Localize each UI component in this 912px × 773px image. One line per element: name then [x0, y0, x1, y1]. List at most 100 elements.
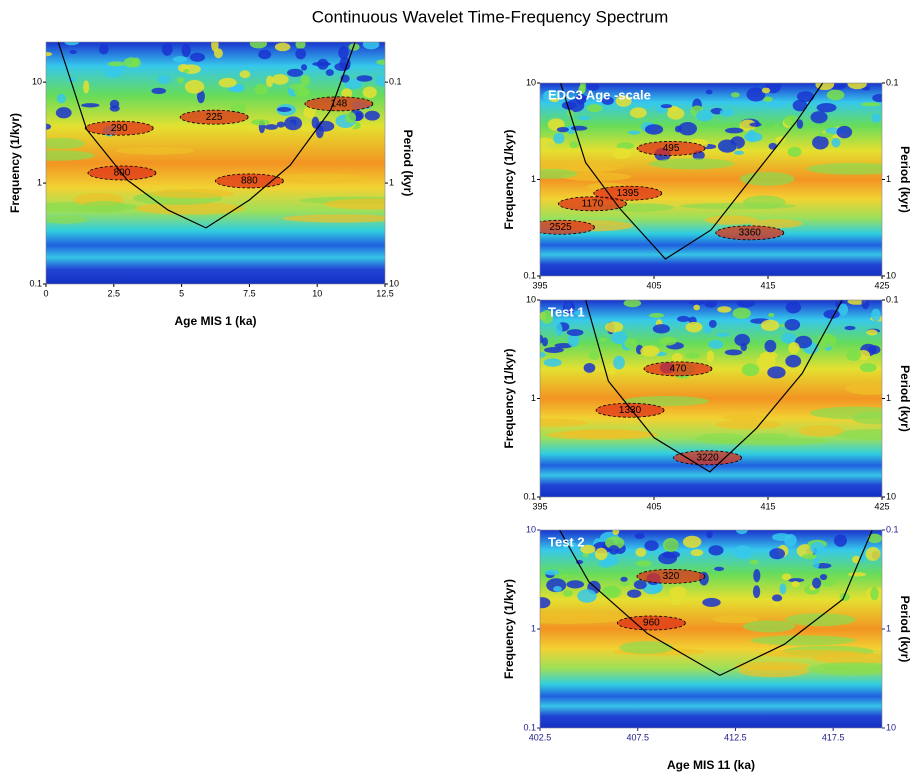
texture	[325, 69, 334, 77]
texture	[734, 333, 750, 347]
texture	[810, 541, 825, 555]
texture	[553, 586, 562, 592]
texture	[98, 43, 109, 55]
texture	[839, 592, 850, 602]
texture	[604, 536, 625, 550]
texture	[583, 362, 596, 373]
texture	[172, 56, 188, 63]
y-tick-label: 0.1	[523, 491, 536, 501]
texture	[594, 547, 608, 561]
panel: 495 1395 1170 2525 3360 395 405 415 425 0.1 1 10 10 1…	[502, 77, 912, 290]
texture	[376, 59, 385, 65]
texture	[667, 107, 685, 120]
texture	[46, 123, 52, 130]
texture	[836, 125, 853, 139]
x-axis-label: Age MIS 11 (ka)	[667, 758, 755, 772]
texture	[746, 87, 766, 102]
texture	[274, 42, 291, 52]
annotation: 3220	[696, 452, 719, 463]
panel-label: Test 2	[548, 534, 585, 549]
texture	[239, 70, 251, 79]
y-axis-label: Frequency (1/kyr)	[502, 129, 516, 229]
texture	[741, 363, 760, 377]
texture	[779, 583, 787, 595]
texture	[809, 406, 882, 420]
texture	[791, 581, 800, 588]
texture	[574, 310, 584, 316]
texture	[177, 77, 184, 84]
x-tick-label: 7.5	[243, 288, 256, 298]
y-tick-label: 10	[526, 77, 536, 87]
significance-contour	[616, 615, 686, 631]
texture	[543, 358, 562, 367]
spectrum	[540, 530, 882, 728]
texture	[812, 135, 829, 150]
texture	[289, 83, 306, 91]
texture	[781, 573, 792, 581]
texture	[356, 75, 373, 82]
texture	[736, 530, 748, 535]
texture	[619, 581, 630, 587]
texture	[544, 346, 564, 354]
texture	[680, 202, 796, 210]
texture	[282, 214, 385, 223]
texture	[792, 99, 808, 112]
texture	[685, 321, 703, 333]
texture	[540, 418, 588, 427]
texture	[708, 545, 724, 556]
cone-of-influence	[559, 530, 873, 677]
significance-contour	[595, 402, 665, 418]
texture	[540, 168, 578, 179]
texture	[189, 52, 206, 62]
texture	[577, 116, 591, 121]
texture	[315, 124, 324, 139]
texture	[706, 350, 715, 363]
texture	[634, 533, 645, 539]
panel: 320 960 402.5 407.5 412.5 417.5 0.1 1 10 10 1 0.1 Fr…	[502, 524, 912, 772]
texture	[295, 48, 306, 60]
texture	[652, 324, 670, 334]
texture	[716, 332, 731, 337]
texture	[196, 89, 205, 104]
texture	[577, 589, 597, 603]
texture	[555, 322, 563, 336]
texture	[550, 97, 559, 103]
texture	[586, 104, 603, 113]
plot-area: 470 1330 3220	[540, 300, 882, 497]
texture	[249, 42, 268, 49]
texture	[798, 425, 844, 437]
texture	[562, 590, 573, 597]
texture	[588, 350, 600, 360]
annotation: 2525	[549, 222, 572, 233]
texture	[150, 189, 234, 199]
texture	[809, 662, 882, 676]
texture	[769, 548, 786, 560]
texture	[732, 307, 751, 319]
texture	[567, 333, 580, 347]
texture	[768, 312, 775, 318]
texture	[623, 300, 642, 308]
texture	[181, 43, 191, 58]
y-axis-label: Frequency (1/kyr)	[502, 579, 516, 679]
texture	[610, 331, 628, 345]
texture	[107, 61, 125, 67]
texture	[601, 96, 614, 105]
texture	[553, 132, 565, 144]
texture	[633, 579, 647, 590]
texture	[844, 325, 856, 331]
texture	[563, 541, 578, 553]
texture	[301, 126, 314, 132]
texture	[846, 348, 862, 361]
texture	[788, 342, 800, 355]
texture	[135, 202, 245, 215]
texture	[715, 419, 782, 430]
texture	[627, 589, 642, 598]
texture	[644, 540, 659, 551]
y2-tick-label: 1	[389, 177, 394, 187]
texture	[773, 124, 780, 132]
texture	[184, 79, 205, 94]
texture	[702, 597, 721, 607]
texture	[682, 535, 702, 548]
texture	[46, 150, 95, 161]
